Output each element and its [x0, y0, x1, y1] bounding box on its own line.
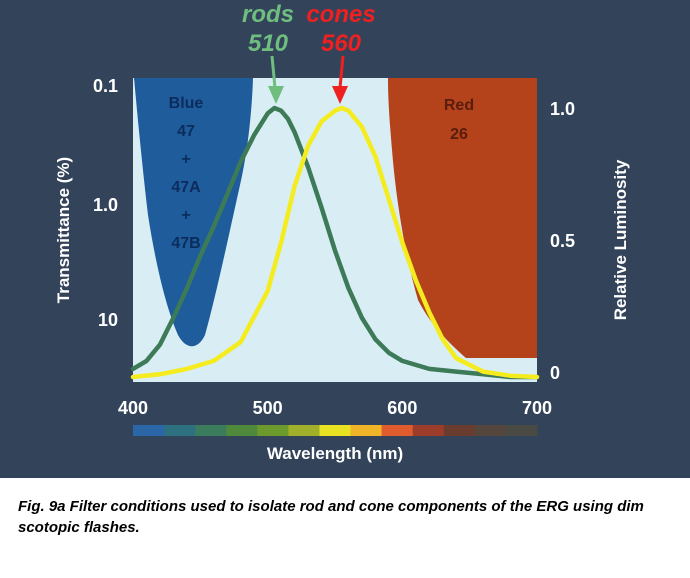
- spectrum-swatch: [164, 425, 196, 436]
- rods-curve: [130, 105, 540, 380]
- right-tick-label: 0: [550, 363, 560, 383]
- cones-arrow-head: [332, 86, 348, 104]
- spectrum-swatch: [319, 425, 352, 436]
- cones-peak-label: 560: [321, 30, 362, 57]
- spectrum-swatch: [257, 425, 289, 436]
- spectrum-swatch: [505, 425, 538, 436]
- x-tick-label: 600: [387, 398, 417, 418]
- figure-panel: Blue 47 +47A +47B Red 26 rods 510 cones 560 0.1 1.0…: [0, 0, 690, 478]
- x-tick-label: 700: [522, 398, 552, 418]
- x-tick-label: 400: [118, 398, 148, 418]
- spectrum-swatch: [381, 425, 414, 436]
- blue-filter-label: Blue: [169, 95, 204, 112]
- spectrum-swatch: [288, 425, 320, 436]
- blue-filter-label: +: [181, 207, 190, 224]
- spectrum-swatch: [195, 425, 227, 436]
- spectrum-swatch: [350, 425, 383, 436]
- spectrum-swatch: [443, 425, 476, 436]
- blue-filter-label: 47B: [171, 235, 200, 252]
- red-filter-label: Red: [444, 97, 474, 114]
- x-tick-label: 500: [253, 398, 283, 418]
- spectrum-swatch: [133, 425, 165, 436]
- right-axis-label: Relative Luminosity: [611, 159, 630, 320]
- x-axis-label: Wavelength (nm): [267, 444, 403, 463]
- spectrum-swatch: [474, 425, 507, 436]
- red-filter-label: 26: [450, 126, 468, 143]
- left-tick-label: 10: [98, 310, 118, 330]
- blue-filter: [134, 78, 253, 347]
- left-tick-label: 0.1: [93, 76, 118, 96]
- rods-arrow-shaft: [270, 55, 277, 89]
- figure-caption: Fig. 9a Filter conditions used to isolat…: [18, 498, 644, 536]
- right-tick-label: 0.5: [550, 231, 575, 251]
- cones-curve: [130, 105, 540, 380]
- cones-label: cones: [306, 1, 375, 28]
- spectrum-swatch: [226, 425, 258, 436]
- blue-filter-label: 47: [177, 123, 195, 140]
- rods-arrow-head: [268, 86, 284, 104]
- cones-arrow-shaft: [338, 55, 345, 89]
- blue-filter-label: 47A: [171, 179, 201, 196]
- rods-peak-label: 510: [248, 30, 289, 57]
- left-tick-label: 1.0: [93, 195, 118, 215]
- rods-label: rods: [242, 1, 294, 28]
- right-tick-label: 1.0: [550, 99, 575, 119]
- blue-filter-label: +: [181, 151, 190, 168]
- spectrum-swatch: [412, 425, 445, 436]
- left-axis-label: Transmittance (%): [54, 157, 73, 303]
- red-filter: [388, 78, 537, 358]
